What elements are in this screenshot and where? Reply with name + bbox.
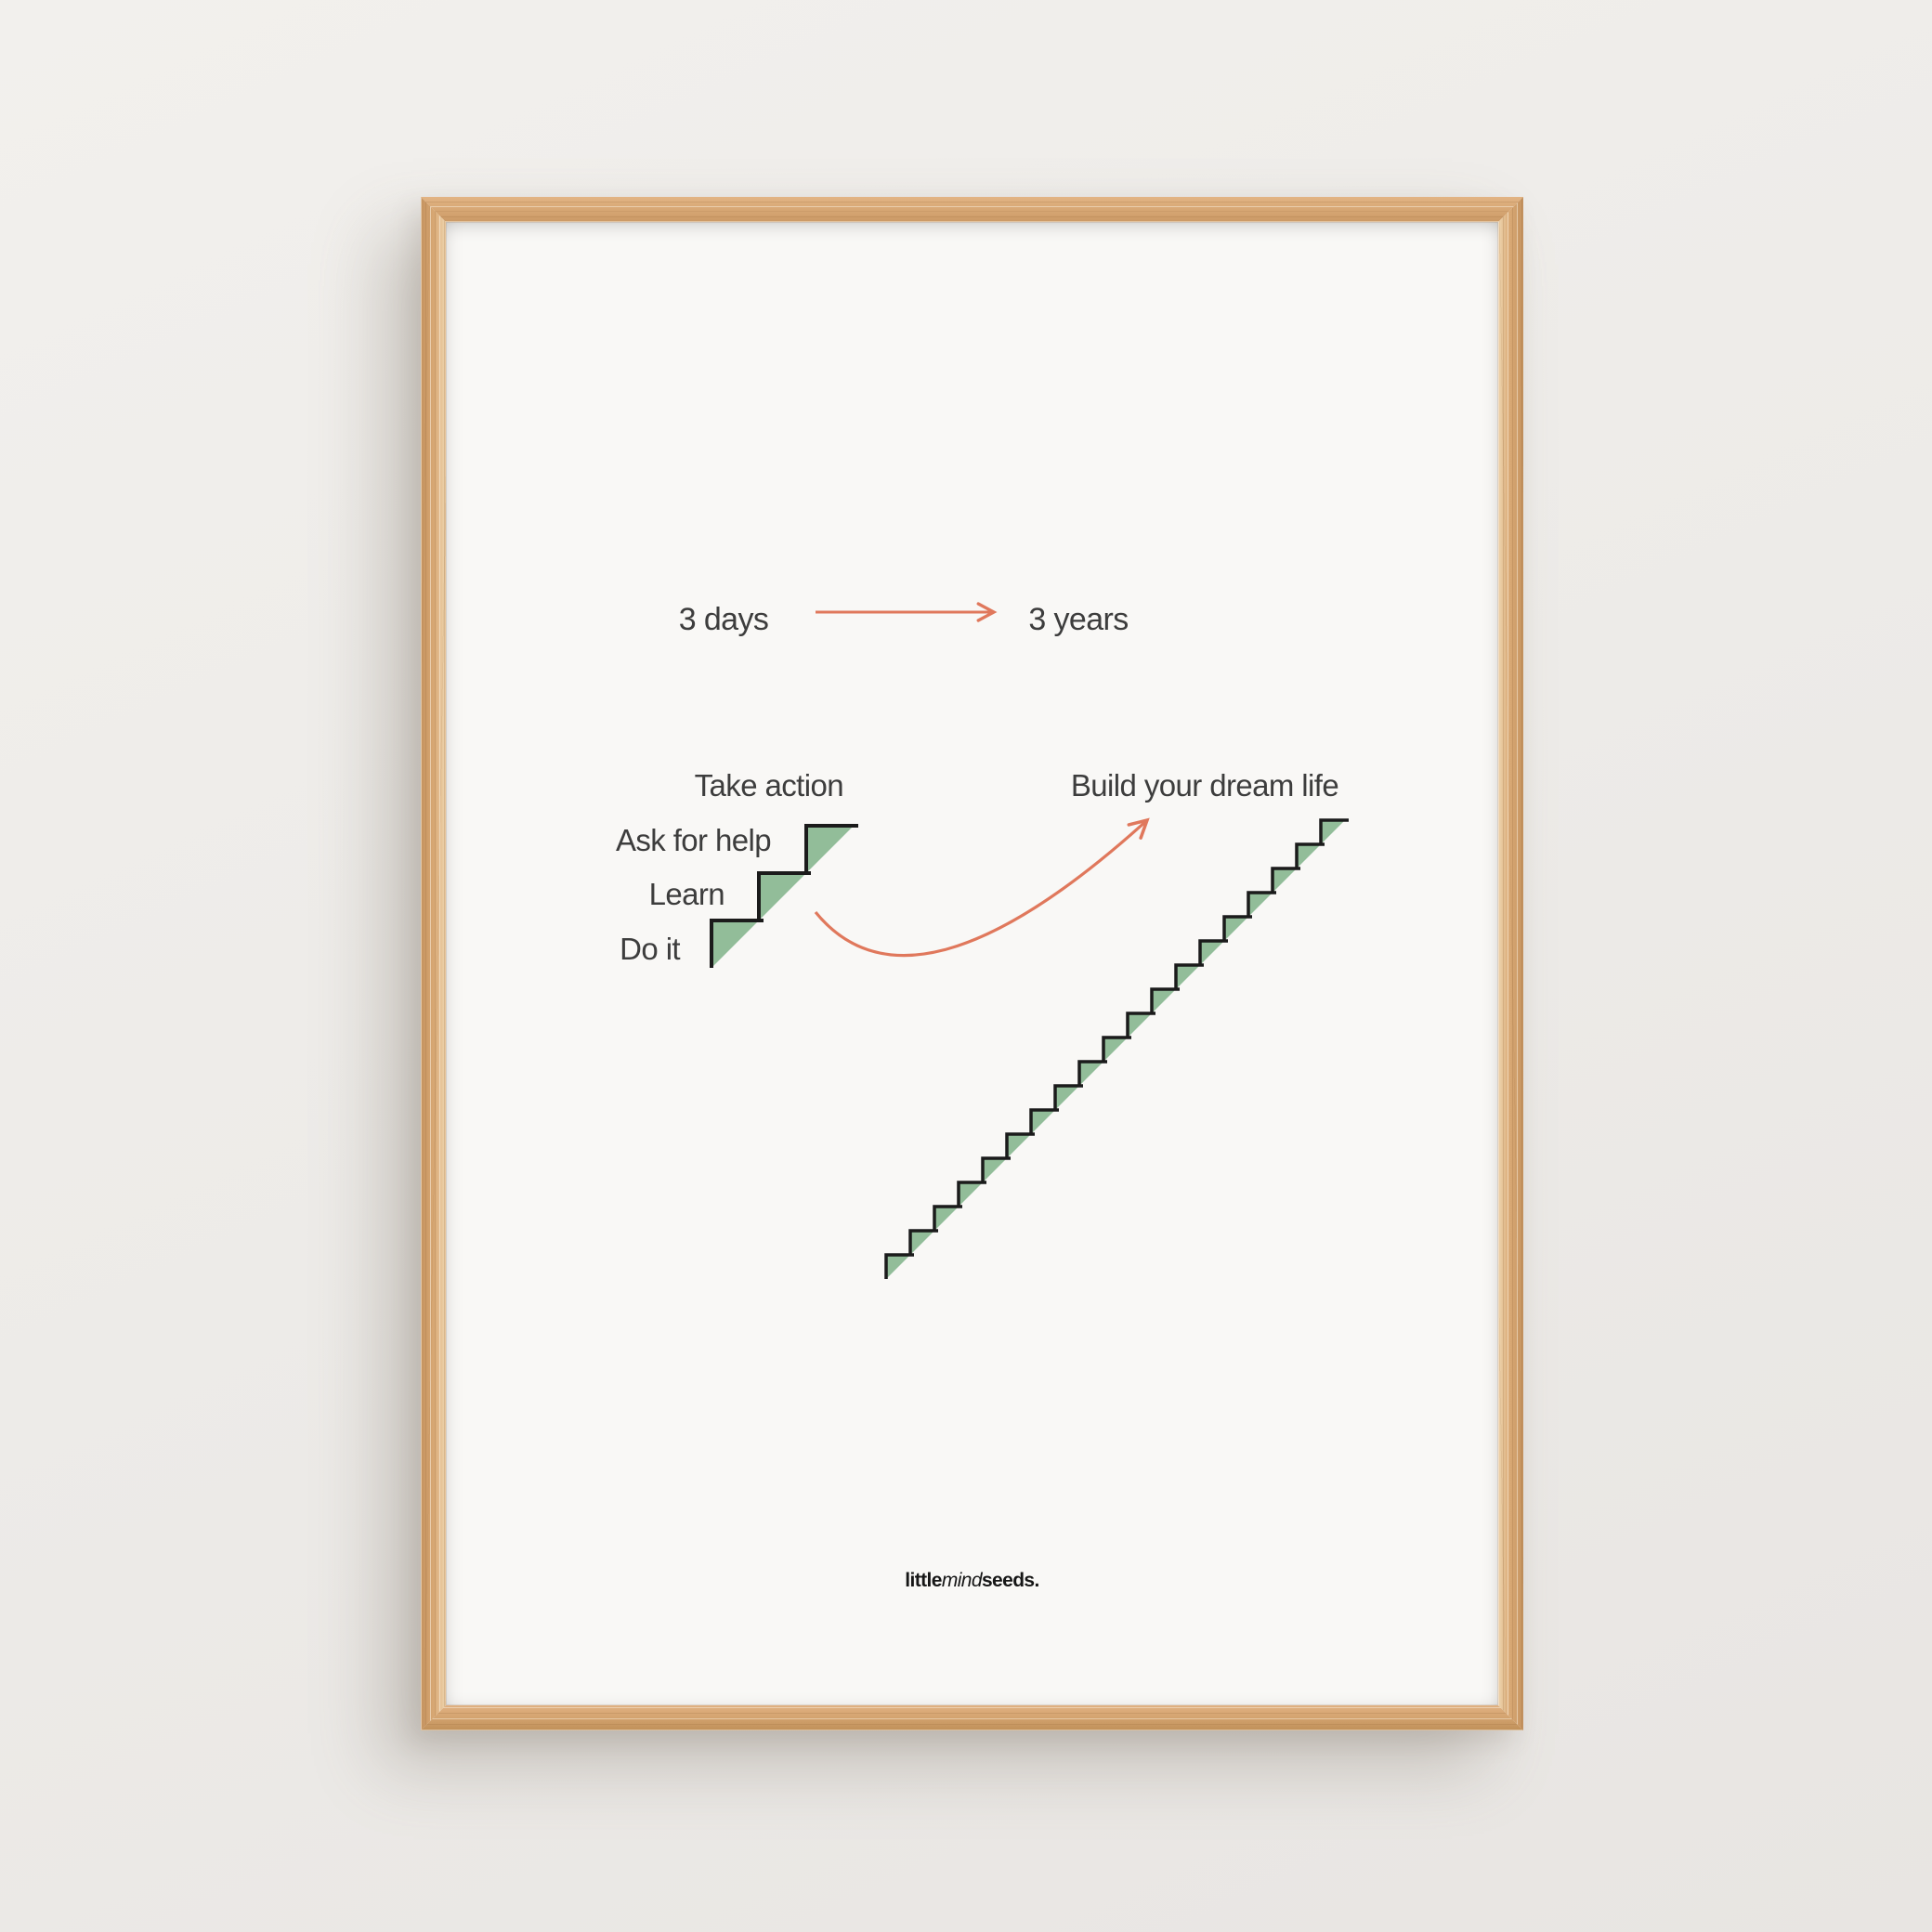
small-staircase-outline	[710, 824, 858, 968]
picture-frame-left	[421, 197, 446, 1730]
small-staircase-fill	[711, 826, 854, 968]
large-staircase-figure	[884, 818, 1349, 1279]
brand-part-little: little	[905, 1570, 942, 1591]
picture-frame-bottom	[421, 1705, 1523, 1730]
brand-part-mind: mind	[941, 1570, 983, 1591]
picture-frame-right	[1498, 197, 1523, 1730]
growth-curve-line	[814, 817, 1150, 958]
large-staircase-outline	[884, 818, 1349, 1279]
dream-life-label: Build your dream life	[1070, 768, 1339, 803]
step-label-take-action: Take action	[694, 768, 844, 803]
brand-part-seeds: seeds.	[981, 1570, 1039, 1591]
large-staircase-fill	[886, 820, 1345, 1279]
timeline-end-label: 3 years	[1028, 602, 1129, 637]
small-staircase-figure	[710, 824, 858, 968]
timeline-start-label: 3 days	[678, 602, 769, 637]
step-label-learn: Learn	[648, 877, 725, 911]
timeline-arrow-icon	[816, 602, 998, 622]
picture-frame-top	[421, 197, 1523, 222]
brand-logo: littlemindseeds.	[446, 1567, 1498, 1595]
poster: 3 days 3 years Take action Ask for help …	[446, 222, 1498, 1705]
growth-curve-arrow-icon	[814, 817, 1150, 958]
step-label-ask-for-help: Ask for help	[615, 823, 772, 857]
step-label-do-it: Do it	[620, 932, 680, 966]
